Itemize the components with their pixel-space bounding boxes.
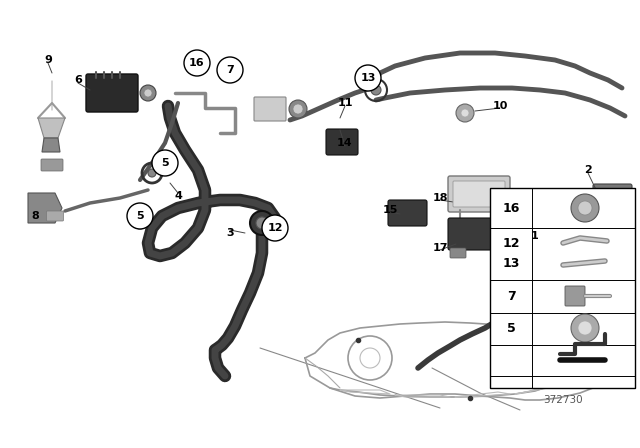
- FancyBboxPatch shape: [254, 97, 286, 121]
- Text: 4: 4: [174, 191, 182, 201]
- Polygon shape: [28, 193, 62, 223]
- FancyBboxPatch shape: [86, 74, 138, 112]
- FancyBboxPatch shape: [448, 176, 510, 212]
- FancyBboxPatch shape: [565, 286, 585, 306]
- Text: 3: 3: [226, 228, 234, 238]
- Circle shape: [256, 217, 268, 229]
- Text: 2: 2: [584, 165, 592, 175]
- FancyBboxPatch shape: [388, 200, 427, 226]
- Text: 6: 6: [74, 75, 82, 85]
- Text: 12: 12: [268, 223, 283, 233]
- Circle shape: [571, 314, 599, 342]
- Circle shape: [136, 214, 144, 222]
- Text: 18: 18: [432, 193, 448, 203]
- FancyBboxPatch shape: [593, 184, 632, 218]
- Circle shape: [578, 321, 592, 335]
- Text: 5: 5: [136, 211, 144, 221]
- Polygon shape: [42, 138, 60, 152]
- Circle shape: [148, 169, 156, 177]
- FancyBboxPatch shape: [448, 218, 504, 250]
- FancyBboxPatch shape: [450, 248, 466, 258]
- Circle shape: [456, 104, 474, 122]
- Circle shape: [578, 201, 592, 215]
- Polygon shape: [38, 118, 65, 138]
- Text: 14: 14: [337, 138, 353, 148]
- Text: 7: 7: [507, 289, 515, 302]
- Circle shape: [144, 89, 152, 97]
- FancyBboxPatch shape: [41, 159, 63, 171]
- Text: 1: 1: [531, 231, 539, 241]
- FancyBboxPatch shape: [453, 181, 505, 207]
- Text: 17: 17: [432, 243, 448, 253]
- Circle shape: [293, 104, 303, 114]
- Text: 10: 10: [492, 101, 508, 111]
- Text: 372730: 372730: [543, 395, 582, 405]
- Text: 16: 16: [502, 202, 520, 215]
- FancyBboxPatch shape: [490, 188, 635, 388]
- Text: 8: 8: [31, 211, 39, 221]
- Circle shape: [461, 109, 469, 117]
- FancyBboxPatch shape: [326, 129, 358, 155]
- Circle shape: [127, 203, 153, 229]
- Circle shape: [250, 211, 274, 235]
- FancyBboxPatch shape: [47, 211, 63, 221]
- Circle shape: [140, 85, 156, 101]
- Circle shape: [371, 85, 381, 95]
- Circle shape: [262, 215, 288, 241]
- Circle shape: [571, 194, 599, 222]
- Circle shape: [217, 57, 243, 83]
- Circle shape: [184, 50, 210, 76]
- Text: 12: 12: [502, 237, 520, 250]
- FancyBboxPatch shape: [528, 223, 574, 255]
- Text: 9: 9: [44, 55, 52, 65]
- Text: 11: 11: [337, 98, 353, 108]
- Text: 13: 13: [360, 73, 376, 83]
- Circle shape: [152, 150, 178, 176]
- Text: 16: 16: [189, 58, 205, 68]
- Text: 7: 7: [226, 65, 234, 75]
- Text: 13: 13: [502, 257, 520, 270]
- Circle shape: [355, 65, 381, 91]
- Text: 5: 5: [161, 158, 169, 168]
- Text: 15: 15: [382, 205, 397, 215]
- Text: 5: 5: [507, 322, 515, 335]
- Circle shape: [289, 100, 307, 118]
